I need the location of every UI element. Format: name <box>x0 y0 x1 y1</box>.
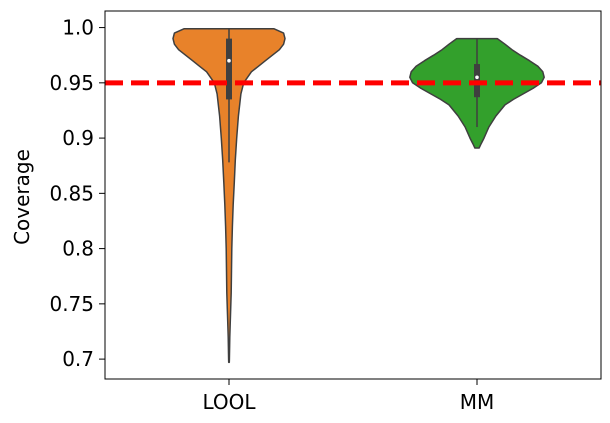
y-tick-label: 1.0 <box>62 16 94 40</box>
x-axis: LOOL MM <box>202 379 494 414</box>
plot-frame <box>104 10 602 380</box>
y-tick-label: 0.9 <box>62 126 94 150</box>
y-tick-label: 0.8 <box>62 237 94 261</box>
y-tick-label: 0.85 <box>49 181 94 205</box>
violin-lool <box>172 27 286 364</box>
x-tick-label: MM <box>460 390 495 414</box>
violin-iqr-box <box>226 38 232 100</box>
y-tick-label: 0.75 <box>49 292 94 316</box>
y-axis: 0.7 0.75 0.8 0.85 0.9 0.95 1.0 <box>49 16 105 371</box>
violin-median <box>227 58 231 63</box>
y-axis-label: Coverage <box>10 149 34 245</box>
y-tick-label: 0.95 <box>49 71 94 95</box>
x-tick-label: LOOL <box>202 390 256 414</box>
violin-layer <box>172 27 545 364</box>
violin-median <box>475 75 479 80</box>
y-tick-label: 0.7 <box>62 347 94 371</box>
